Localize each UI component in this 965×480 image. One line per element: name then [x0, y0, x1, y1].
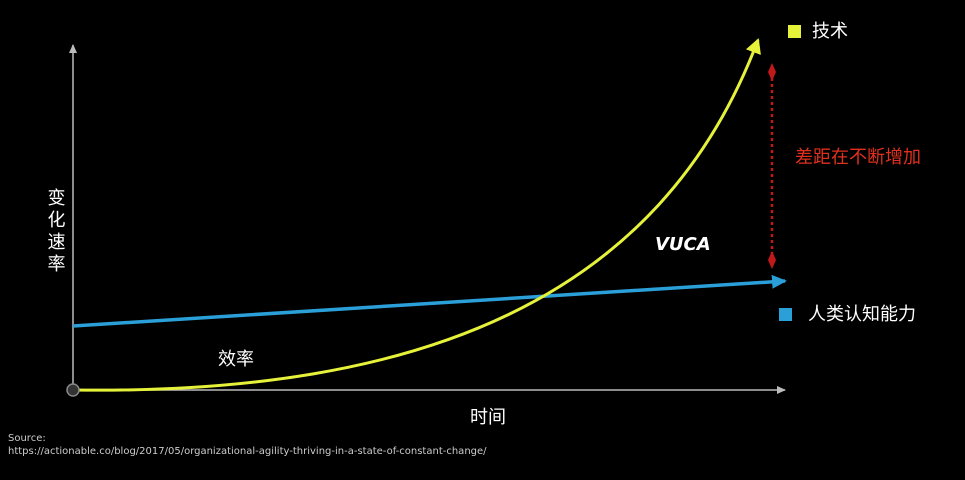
gap-end: [768, 251, 776, 269]
efficiency-annotation: 效率: [218, 349, 254, 370]
legend-swatch: [788, 25, 801, 38]
origin: [66, 383, 80, 397]
source-url: https://actionable.co/blog/2017/05/organ…: [8, 446, 487, 457]
legend-label: 人类认知能力: [808, 304, 916, 325]
y-axis-label: 变化速率: [45, 188, 66, 276]
legend-label: 技术: [812, 21, 848, 42]
gap-annotation: 差距在不断增加: [795, 147, 921, 168]
vuca-annotation: VUCA: [655, 234, 711, 255]
legend-swatch: [779, 308, 792, 321]
ability-line: [72, 274, 787, 328]
source-label: Source:: [8, 433, 46, 444]
gap-end: [768, 63, 776, 81]
technology-curve: [72, 38, 761, 392]
x-axis-label: 时间: [470, 407, 506, 428]
